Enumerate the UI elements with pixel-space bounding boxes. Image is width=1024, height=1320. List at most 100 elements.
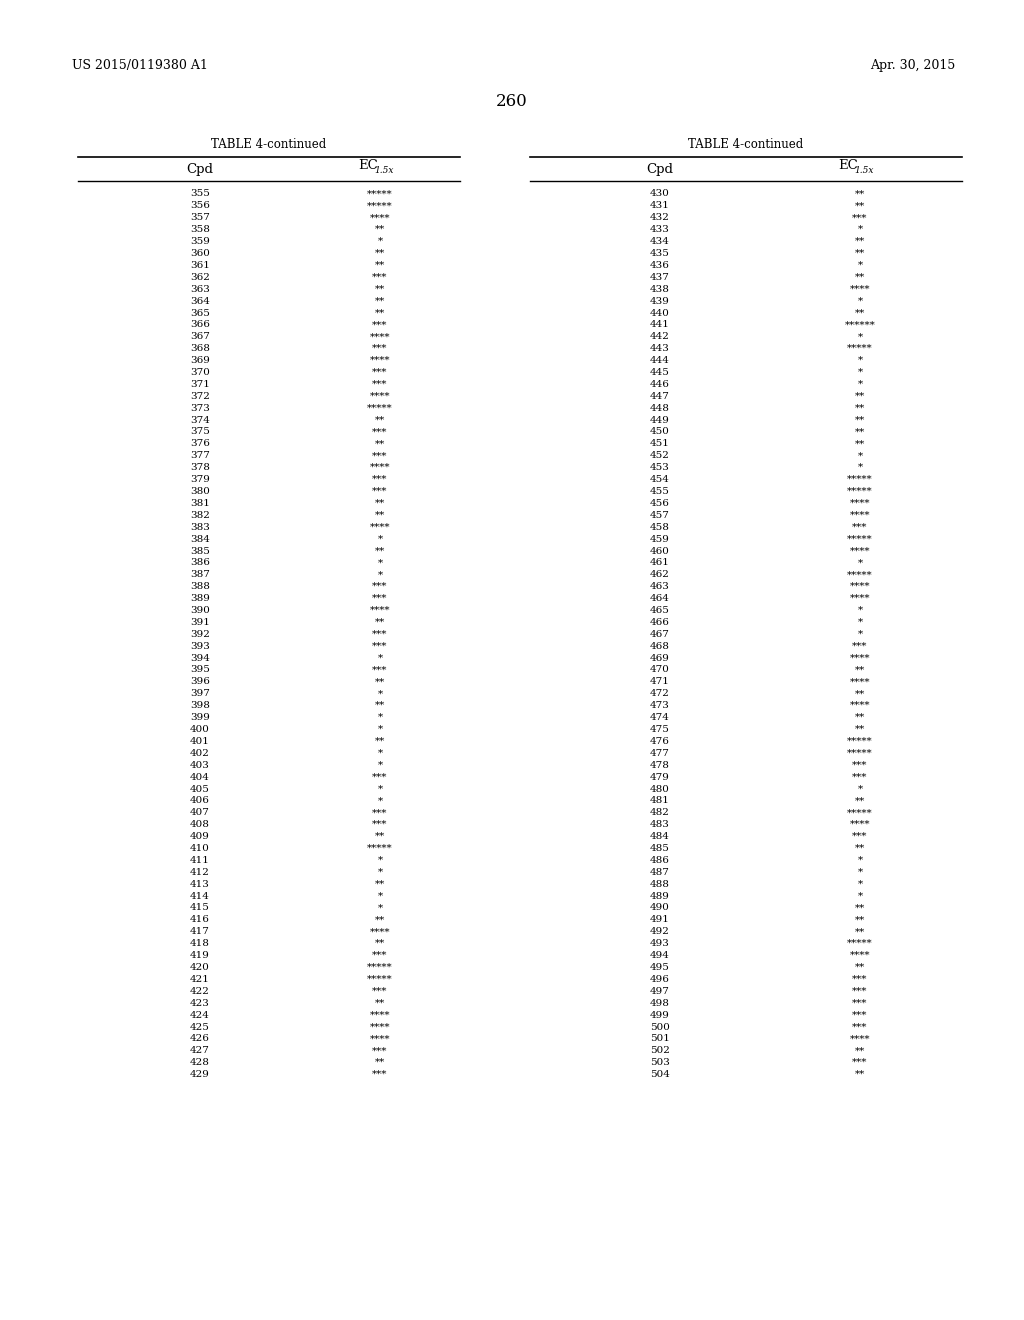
- Text: *: *: [857, 784, 862, 793]
- Text: *: *: [857, 630, 862, 639]
- Text: 432: 432: [650, 214, 670, 222]
- Text: **: **: [375, 297, 385, 306]
- Text: 487: 487: [650, 867, 670, 876]
- Text: **: **: [375, 1059, 385, 1067]
- Text: *****: *****: [847, 345, 872, 354]
- Text: ****: ****: [850, 952, 870, 960]
- Text: 391: 391: [190, 618, 210, 627]
- Text: TABLE 4-continued: TABLE 4-continued: [688, 139, 804, 152]
- Text: ***: ***: [373, 451, 388, 461]
- Text: EC: EC: [358, 158, 378, 172]
- Text: *: *: [378, 796, 383, 805]
- Text: ****: ****: [850, 582, 870, 591]
- Text: 490: 490: [650, 903, 670, 912]
- Text: 360: 360: [190, 249, 210, 257]
- Text: 485: 485: [650, 843, 670, 853]
- Text: ***: ***: [373, 952, 388, 960]
- Text: 478: 478: [650, 760, 670, 770]
- Text: ***: ***: [852, 772, 867, 781]
- Text: 414: 414: [190, 891, 210, 900]
- Text: **: **: [855, 1071, 865, 1080]
- Text: ***: ***: [852, 1059, 867, 1067]
- Text: *: *: [857, 356, 862, 366]
- Text: **: **: [855, 428, 865, 437]
- Text: 398: 398: [190, 701, 210, 710]
- Text: ***: ***: [852, 760, 867, 770]
- Text: **: **: [855, 796, 865, 805]
- Text: *****: *****: [847, 748, 872, 758]
- Text: 486: 486: [650, 855, 670, 865]
- Text: 484: 484: [650, 832, 670, 841]
- Text: 392: 392: [190, 630, 210, 639]
- Text: ***: ***: [373, 428, 388, 437]
- Text: *: *: [857, 606, 862, 615]
- Text: *: *: [378, 891, 383, 900]
- Text: 441: 441: [650, 321, 670, 330]
- Text: ****: ****: [850, 820, 870, 829]
- Text: 359: 359: [190, 238, 210, 246]
- Text: *: *: [857, 879, 862, 888]
- Text: *****: *****: [847, 475, 872, 484]
- Text: *: *: [857, 855, 862, 865]
- Text: ***: ***: [373, 772, 388, 781]
- Text: 467: 467: [650, 630, 670, 639]
- Text: ***: ***: [852, 214, 867, 222]
- Text: **: **: [375, 416, 385, 425]
- Text: **: **: [375, 940, 385, 948]
- Text: **: **: [855, 440, 865, 449]
- Text: 396: 396: [190, 677, 210, 686]
- Text: 446: 446: [650, 380, 670, 389]
- Text: 501: 501: [650, 1035, 670, 1043]
- Text: 469: 469: [650, 653, 670, 663]
- Text: *: *: [857, 618, 862, 627]
- Text: *: *: [378, 725, 383, 734]
- Text: 366: 366: [190, 321, 210, 330]
- Text: 451: 451: [650, 440, 670, 449]
- Text: *****: *****: [847, 535, 872, 544]
- Text: *: *: [378, 570, 383, 579]
- Text: 439: 439: [650, 297, 670, 306]
- Text: 433: 433: [650, 226, 670, 234]
- Text: ***: ***: [373, 368, 388, 378]
- Text: ****: ****: [370, 333, 390, 342]
- Text: 397: 397: [190, 689, 210, 698]
- Text: 393: 393: [190, 642, 210, 651]
- Text: 421: 421: [190, 975, 210, 983]
- Text: ****: ****: [370, 356, 390, 366]
- Text: 454: 454: [650, 475, 670, 484]
- Text: 479: 479: [650, 772, 670, 781]
- Text: 377: 377: [190, 451, 210, 461]
- Text: 403: 403: [190, 760, 210, 770]
- Text: 437: 437: [650, 273, 670, 281]
- Text: *: *: [857, 558, 862, 568]
- Text: **: **: [855, 689, 865, 698]
- Text: 468: 468: [650, 642, 670, 651]
- Text: **: **: [855, 843, 865, 853]
- Text: *: *: [857, 891, 862, 900]
- Text: 463: 463: [650, 582, 670, 591]
- Text: ****: ****: [850, 546, 870, 556]
- Text: **: **: [855, 725, 865, 734]
- Text: 386: 386: [190, 558, 210, 568]
- Text: 406: 406: [190, 796, 210, 805]
- Text: 471: 471: [650, 677, 670, 686]
- Text: *: *: [378, 653, 383, 663]
- Text: 488: 488: [650, 879, 670, 888]
- Text: ***: ***: [852, 642, 867, 651]
- Text: *: *: [378, 760, 383, 770]
- Text: ****: ****: [850, 677, 870, 686]
- Text: 355: 355: [190, 190, 210, 198]
- Text: 504: 504: [650, 1071, 670, 1080]
- Text: ***: ***: [373, 321, 388, 330]
- Text: 420: 420: [190, 964, 210, 972]
- Text: **: **: [375, 999, 385, 1007]
- Text: 405: 405: [190, 784, 210, 793]
- Text: 443: 443: [650, 345, 670, 354]
- Text: **: **: [375, 832, 385, 841]
- Text: 461: 461: [650, 558, 670, 568]
- Text: 422: 422: [190, 987, 210, 995]
- Text: *****: *****: [847, 737, 872, 746]
- Text: 445: 445: [650, 368, 670, 378]
- Text: ****: ****: [370, 463, 390, 473]
- Text: 496: 496: [650, 975, 670, 983]
